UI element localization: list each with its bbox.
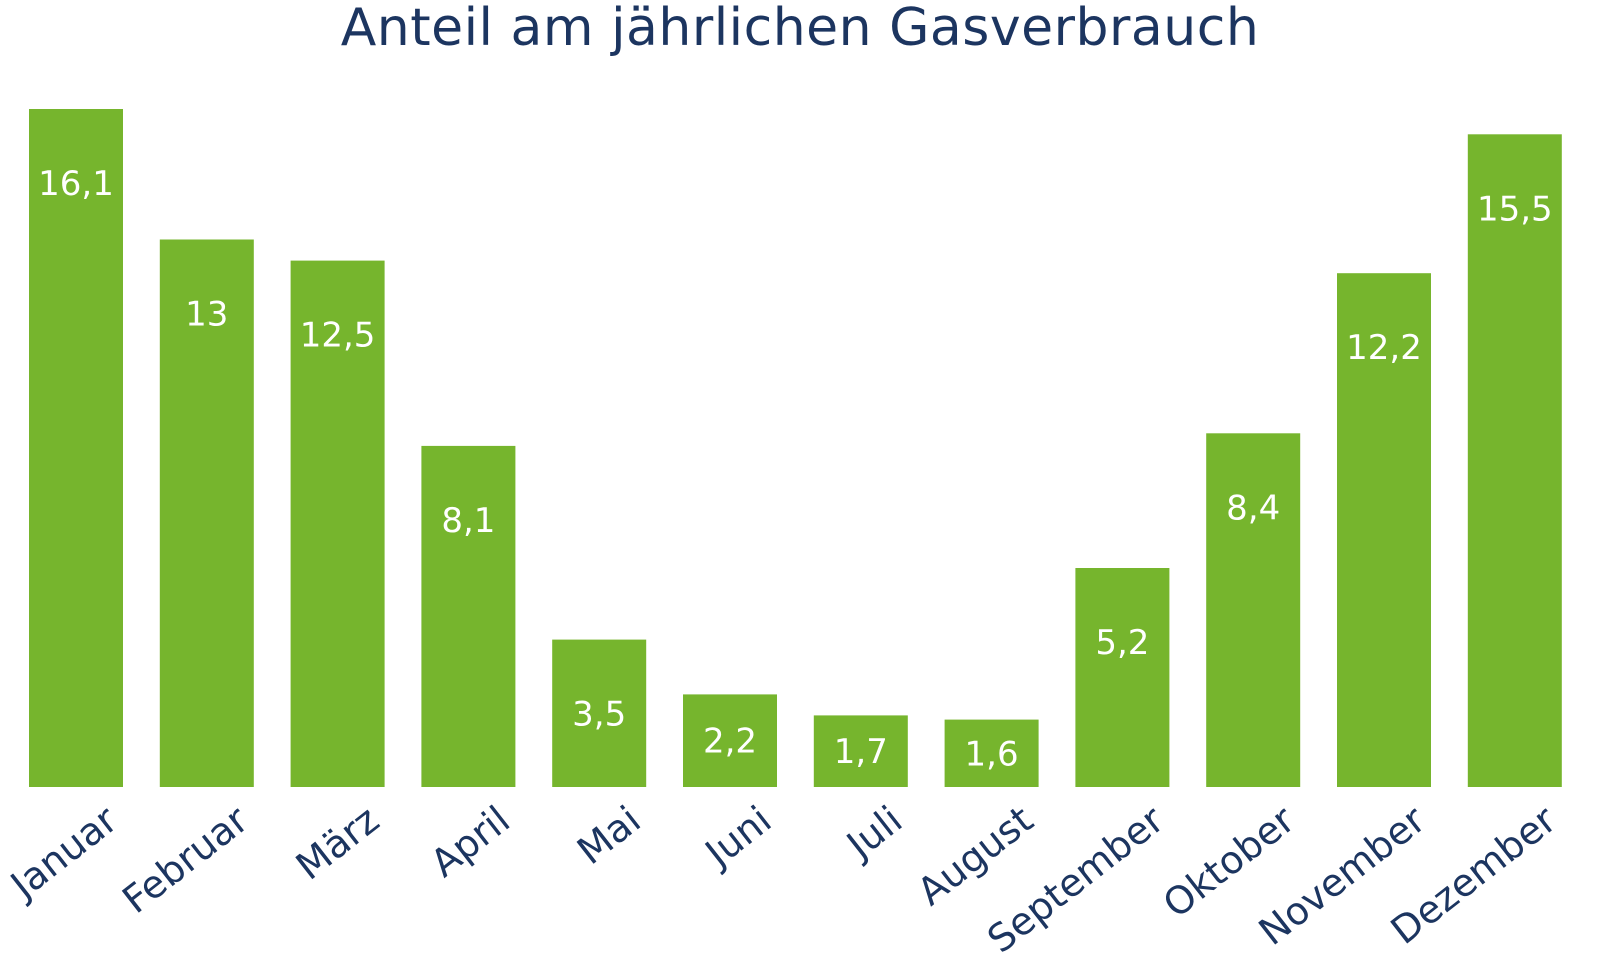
bar-november [1337,273,1431,787]
bar-september [1075,568,1170,787]
chart-title: Anteil am jährlichen Gasverbrauch [340,0,1260,58]
bar-value-label: 2,2 [703,722,757,762]
bar-april [421,445,516,787]
bar-value-label: 8,4 [1226,488,1280,528]
category-label-juni: Juni [696,797,780,876]
bar-value-label: 1,7 [834,732,888,772]
bar-august [944,719,1039,787]
bar-value-label: 12,5 [300,316,376,356]
bar-juli [813,715,908,787]
bars-layer [29,109,1562,788]
bar-value-label: 8,1 [441,501,495,541]
category-label-mai: Mai [569,797,649,873]
bar-februar [159,239,254,787]
category-label-februar: Februar [114,797,256,922]
bar-dezember [1467,134,1562,788]
bar-märz [290,260,385,788]
category-label-märz: März [288,797,387,888]
bar-oktober [1206,433,1301,787]
bar-value-label: 5,2 [1095,623,1149,663]
value-labels-layer: 16,1 13 12,5 8,1 3,5 2,2 1,7 1,6 5,2 8,4 12,2 15,5 [38,164,1553,774]
bar-value-label: 12,2 [1346,328,1422,368]
bar-value-label: 15,5 [1477,189,1553,229]
bar-januar [29,109,123,787]
bar-mai [552,639,647,787]
bar-value-label: 16,1 [38,164,114,204]
bar-value-label: 13 [185,295,228,335]
category-label-april: April [422,797,518,885]
bar-value-label: 1,6 [965,734,1019,774]
category-label-januar: Januar [1,797,126,908]
bar-value-label: 3,5 [572,695,626,735]
bar-juni [683,694,777,787]
category-label-juli: Juli [837,797,910,868]
